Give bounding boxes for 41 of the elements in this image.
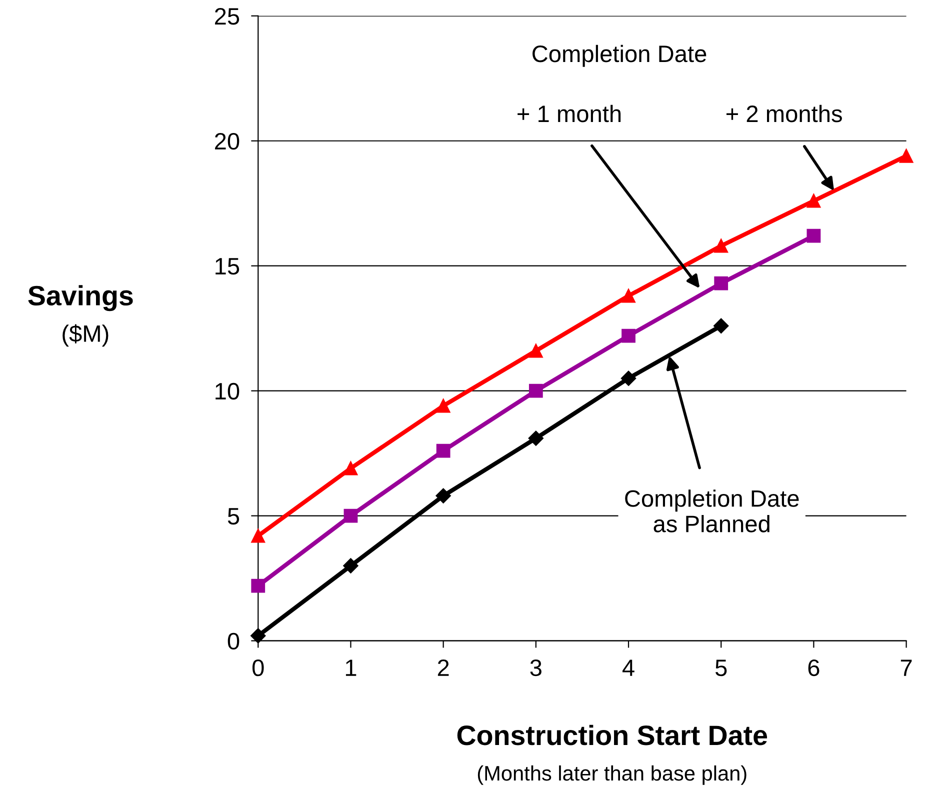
point <box>620 370 636 386</box>
point <box>528 430 544 446</box>
x-tick-label: 6 <box>808 659 820 676</box>
point <box>714 318 729 334</box>
point <box>622 328 636 343</box>
point <box>528 384 543 398</box>
x-tick-label: 1 <box>346 660 356 676</box>
x-axis-title: Construction Start Date (Months later than base plan) <box>457 724 768 785</box>
x-tick-label: 4 <box>622 660 634 676</box>
x-tick-label: 5 <box>715 660 727 676</box>
point <box>343 558 358 574</box>
point <box>250 628 266 644</box>
point <box>251 528 266 543</box>
point <box>436 398 450 413</box>
x-tick-label: 2 <box>438 659 449 676</box>
annotation: Completion Date <box>532 44 706 67</box>
point <box>251 578 266 593</box>
annotation: + 1 month <box>518 104 621 122</box>
y-tick-label: 25 <box>215 8 240 25</box>
point <box>436 488 451 504</box>
y-tick-label: 20 <box>215 132 240 150</box>
y-tick-label: 5 <box>228 508 240 525</box>
point <box>344 461 358 476</box>
point <box>714 238 728 253</box>
x-tick-label: 3 <box>530 659 542 676</box>
point <box>622 288 636 303</box>
point <box>806 194 821 208</box>
point <box>806 228 821 243</box>
x-tick-label: 7 <box>900 660 912 676</box>
y-axis-title: Savings ($M) <box>28 285 133 347</box>
point <box>436 444 450 458</box>
y-tick-label: 15 <box>216 258 240 275</box>
y-tick-label: 0 <box>228 632 240 650</box>
point <box>899 148 914 163</box>
point <box>344 508 358 523</box>
annotation: Completion Date as Planned <box>625 490 799 532</box>
y-tick-label: 10 <box>216 382 240 400</box>
point <box>528 344 543 358</box>
annotation: + 2 months <box>726 104 842 122</box>
x-tick-label: 0 <box>252 659 264 676</box>
point <box>714 276 728 290</box>
